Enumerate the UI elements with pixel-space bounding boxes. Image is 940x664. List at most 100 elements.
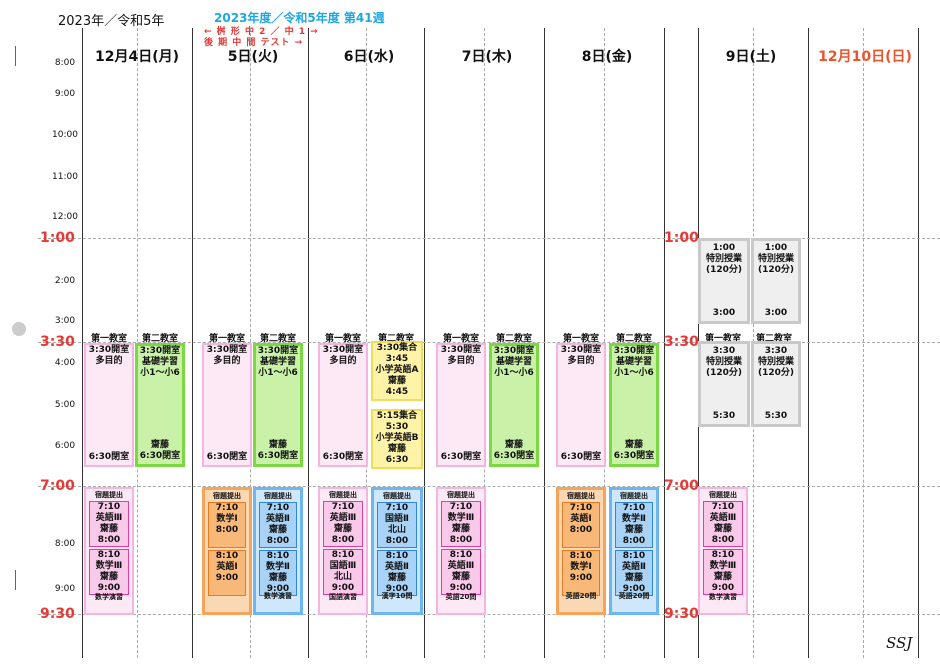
subject: 数学Ⅰ bbox=[216, 514, 238, 524]
mon-room2-block[interactable]: 3:30開室 基礎学習 小1～小6 齋藤 6:30閉室 bbox=[135, 343, 185, 467]
thu-room2-block[interactable]: 3:30開室 基礎学習 小1～小6 齋藤 6:30閉室 bbox=[489, 343, 539, 467]
mon-room1-block[interactable]: 3:30開室 多目的 6:30閉室 bbox=[84, 343, 134, 467]
subject: 数学Ⅱ bbox=[622, 514, 646, 524]
start-time: 8:10 bbox=[622, 551, 646, 561]
teacher: 齋藤 bbox=[387, 444, 406, 454]
teacher: 齋藤 bbox=[333, 524, 352, 534]
teacher: 齋藤 bbox=[268, 440, 287, 450]
gather-time: 3:30集合 bbox=[376, 343, 418, 353]
sat-special-2-room2[interactable]: 3:30 特別授業 (120分) 5:30 bbox=[751, 341, 801, 427]
tue-evening-room1[interactable]: 宿題提出 7:10 数学Ⅰ 8:00 8:10 英語Ⅰ 9:00 bbox=[202, 487, 252, 615]
day-sun: 12月10日(日) bbox=[818, 49, 912, 65]
end-time: 8:00 bbox=[622, 536, 646, 546]
thu-evening-room1[interactable]: 宿題提出 7:10 数学Ⅲ 齋藤 8:00 8:10 英語Ⅲ 齋藤 9:00 英語20問 bbox=[436, 487, 486, 615]
fri-room1-block[interactable]: 3:30開室 多目的 6:30閉室 bbox=[556, 343, 606, 467]
grid-line bbox=[424, 28, 425, 658]
tue-room1-block[interactable]: 3:30開室 多目的 6:30閉室 bbox=[202, 343, 252, 467]
grid-dashed bbox=[863, 28, 864, 658]
course: 基礎学習 bbox=[495, 357, 532, 367]
close-time: 6:30閉室 bbox=[206, 452, 248, 462]
close-time: 6:30閉室 bbox=[88, 452, 130, 462]
end-time: 9:00 bbox=[711, 583, 735, 593]
thu-room1-block[interactable]: 3:30開室 多目的 6:30閉室 bbox=[436, 343, 486, 467]
grid-line bbox=[192, 28, 193, 658]
wed-room1-block[interactable]: 3:30開室 多目的 6:30閉室 bbox=[318, 343, 368, 467]
purpose: 多目的 bbox=[329, 356, 357, 366]
drill-tag: 国語演習 bbox=[329, 593, 357, 601]
wed-evening-room1[interactable]: 宿題提出 7:10 英語Ⅲ 齋藤 8:00 8:10 国語Ⅲ 北山 9:00 国語演習 bbox=[318, 487, 368, 615]
teacher: 齋藤 bbox=[268, 573, 287, 583]
year-label: 2023年／令和5年 bbox=[58, 14, 165, 29]
hour-label: 10:00 bbox=[52, 130, 78, 140]
mon-evening-block[interactable]: 宿題提出 7:10 英語Ⅲ 齋藤 8:00 8:10 数学Ⅲ 齋藤 9:00 数学演習 bbox=[84, 487, 134, 615]
homework-tag: 宿題提出 bbox=[383, 492, 411, 500]
grid-line bbox=[308, 28, 309, 658]
course: 小学英語B bbox=[375, 433, 419, 443]
fri-evening-room1[interactable]: 宿題提出 7:10 英語Ⅰ 8:00 8:10 数学Ⅰ 9:00 英語20問 bbox=[556, 487, 606, 615]
fri-evening-room2[interactable]: 宿題提出 7:10 数学Ⅱ 齋藤 8:00 8:10 英語Ⅱ 齋藤 9:00 英語20問 bbox=[609, 487, 659, 615]
room-2: 第二教室 bbox=[495, 334, 532, 344]
room-2: 第二教室 bbox=[259, 334, 296, 344]
exam-note-2: 後 期 中 間 テスト → bbox=[204, 38, 304, 48]
teacher: 齋藤 bbox=[624, 440, 643, 450]
teacher: 齋藤 bbox=[624, 525, 643, 535]
subject: 英語Ⅰ bbox=[570, 514, 592, 524]
line-1300 bbox=[38, 238, 940, 239]
end-time: 9:00 bbox=[569, 573, 593, 583]
homework-tag: 宿題提出 bbox=[95, 491, 123, 499]
course: 基礎学習 bbox=[615, 357, 652, 367]
open-time: 3:30開室 bbox=[560, 345, 602, 355]
subject: 数学Ⅰ bbox=[570, 562, 592, 572]
time-1900-left: 7:00 bbox=[40, 478, 75, 494]
signature: SSJ bbox=[886, 634, 913, 652]
start-time: 7:10 bbox=[449, 502, 473, 512]
teacher: 齋藤 bbox=[387, 573, 406, 583]
sat-evening-room1[interactable]: 宿題提出 7:10 英語Ⅲ 齋藤 8:00 8:10 数学Ⅲ 齋藤 9:00 数学演習 bbox=[698, 487, 748, 615]
start-time: 1:00 bbox=[712, 243, 736, 253]
wed-english-b-block[interactable]: 5:15集合 5:30 小学英語B 齋藤 6:30 bbox=[371, 409, 423, 469]
grid-line bbox=[82, 28, 83, 658]
time-1900-right: 7:00 bbox=[664, 478, 699, 494]
start-time: 8:10 bbox=[266, 551, 290, 561]
homework-tag: 宿題提出 bbox=[620, 492, 648, 500]
purpose: 多目的 bbox=[447, 356, 475, 366]
course: 特別授業 bbox=[705, 357, 742, 367]
hour-label: 3:00 bbox=[54, 316, 76, 326]
end-time: 9:00 bbox=[449, 583, 473, 593]
wed-english-a-block[interactable]: 3:30集合 3:45 小学英語A 齋藤 4:45 bbox=[371, 341, 423, 401]
time-2130-left: 9:30 bbox=[40, 606, 75, 622]
subject: 英語Ⅰ bbox=[216, 562, 238, 572]
homework-tag: 宿題提出 bbox=[447, 491, 475, 499]
fri-room2-block[interactable]: 3:30開室 基礎学習 小1～小6 齋藤 6:30閉室 bbox=[609, 343, 659, 467]
course: 小学英語A bbox=[375, 365, 419, 375]
purpose: 多目的 bbox=[95, 356, 123, 366]
time-1530-right: 3:30 bbox=[664, 334, 699, 350]
close-time: 6:30閉室 bbox=[139, 451, 181, 461]
start-time: 3:30 bbox=[712, 346, 736, 356]
purpose: 多目的 bbox=[213, 356, 241, 366]
end-time: 8:00 bbox=[215, 525, 239, 535]
room-1: 第一教室 bbox=[442, 334, 479, 344]
grid-line bbox=[544, 28, 545, 658]
homework-tag: 宿題提出 bbox=[264, 492, 292, 500]
hour-label: 5:00 bbox=[54, 400, 76, 410]
wed-evening-room2[interactable]: 宿題提出 7:10 国語Ⅱ 北山 8:00 8:10 英語Ⅱ 齋藤 9:00 漢字10問 bbox=[371, 487, 423, 615]
course: 特別授業 bbox=[705, 254, 742, 264]
hour-label: 2:00 bbox=[54, 276, 76, 286]
sat-special-1-room1[interactable]: 1:00 特別授業 (120分) 3:00 bbox=[698, 238, 750, 324]
subject: 数学Ⅲ bbox=[95, 561, 123, 571]
start-time: 1:00 bbox=[764, 243, 788, 253]
end-time: 9:00 bbox=[622, 584, 646, 594]
end-time: 4:45 bbox=[385, 387, 409, 397]
end-time: 8:00 bbox=[266, 536, 290, 546]
start-time: 7:10 bbox=[97, 502, 121, 512]
open-time: 3:30開室 bbox=[206, 345, 248, 355]
start-time: 8:10 bbox=[385, 551, 409, 561]
start-time: 3:30 bbox=[764, 346, 788, 356]
hour-label: 4:00 bbox=[54, 358, 76, 368]
sat-special-1-room2[interactable]: 1:00 特別授業 (120分) 3:00 bbox=[751, 238, 801, 324]
purpose: 多目的 bbox=[567, 356, 595, 366]
sat-special-2-room1[interactable]: 3:30 特別授業 (120分) 5:30 bbox=[698, 341, 750, 427]
tue-room2-block[interactable]: 3:30開室 基礎学習 小1～小6 齋藤 6:30閉室 bbox=[253, 343, 303, 467]
tue-evening-room2[interactable]: 宿題提出 7:10 英語Ⅱ 齋藤 8:00 8:10 数学Ⅱ 齋藤 9:00 数学演習 bbox=[253, 487, 303, 615]
